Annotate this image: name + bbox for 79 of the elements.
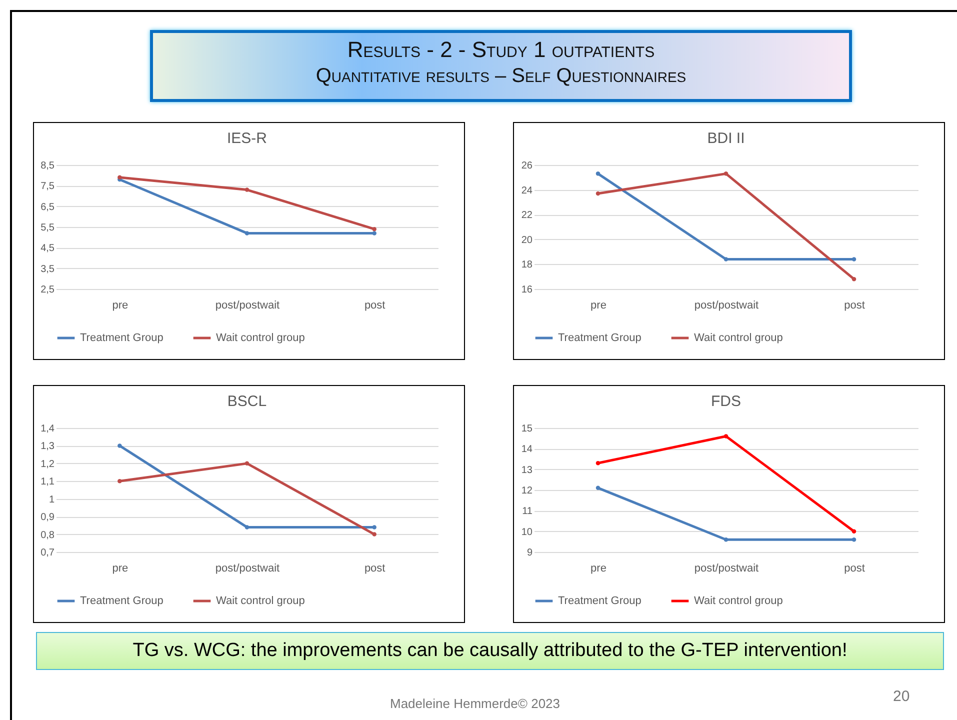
x-tick-label: post/postwait (215, 562, 280, 574)
text: Quantitative results – Self Questionnaires (314, 65, 688, 88)
x-tick-label: post (364, 562, 386, 574)
point (244, 525, 250, 530)
y-tick-label: 8,5 (40, 160, 55, 172)
y-tick-label: 3,5 (40, 264, 55, 275)
x-tick-label: post (364, 300, 386, 312)
y-tick-label: 4,5 (40, 243, 55, 254)
legend-label: Wait control group (216, 332, 305, 344)
text: 20 (893, 688, 910, 705)
y-tick-label: 5,5 (40, 222, 55, 234)
y-tick-label: 22 (521, 210, 533, 222)
y-tick-label: 13 (521, 464, 533, 476)
chart-title: BSCL (227, 393, 267, 410)
y-tick-label: 16 (521, 284, 533, 296)
text: TG vs. WCG: the improvements can be causally attributed to the G-TEP intervention! (36, 632, 944, 670)
y-tick-label: 12 (521, 486, 533, 496)
y-tick-label: 0,9 (40, 512, 55, 524)
point (244, 188, 250, 192)
y-tick-label: 1,2 (40, 458, 55, 470)
y-tick-label: 24 (521, 185, 533, 196)
chart-title: BDI II (707, 130, 745, 147)
y-tick-label: 7,5 (40, 181, 55, 192)
point (244, 231, 250, 236)
point (724, 537, 728, 542)
x-tick-label: post/postwait (694, 300, 759, 312)
y-tick-label: 1 (48, 494, 55, 506)
point (852, 257, 856, 262)
chart-title: FDS (711, 393, 741, 410)
legend-label: Wait control group (694, 595, 783, 607)
point (724, 172, 728, 176)
point (372, 226, 376, 232)
y-tick-label: 1,1 (40, 476, 55, 488)
point (118, 479, 122, 484)
point (724, 434, 728, 438)
legend-label: Treatment Group (558, 332, 642, 344)
point (372, 532, 376, 536)
y-tick-label: 26 (521, 160, 533, 172)
y-tick-label: 11 (522, 506, 533, 518)
x-tick-label: pre (112, 300, 128, 312)
point (852, 529, 856, 534)
legend-label: Treatment Group (558, 595, 642, 607)
x-tick-label: post (844, 562, 865, 574)
y-tick-label: 10 (521, 526, 533, 538)
y-tick-label: 1,3 (40, 441, 55, 452)
point (852, 537, 856, 542)
x-tick-label: post (844, 300, 865, 312)
y-tick-label: 15 (521, 424, 533, 434)
y-tick-label: 0,8 (40, 530, 55, 541)
point (244, 461, 250, 466)
y-tick-label: 1,4 (40, 424, 55, 434)
point (372, 525, 376, 530)
point (596, 191, 600, 196)
point (372, 231, 376, 236)
text: Results - 2 - Study 1 outpatients (346, 37, 656, 63)
x-tick-label: post/postwait (215, 300, 280, 312)
y-tick-label: 6,5 (40, 202, 55, 213)
text: Madeleine Hemmerde© 2023 (390, 696, 560, 711)
point (596, 461, 600, 466)
x-tick-label: pre (112, 562, 128, 574)
point (118, 444, 122, 448)
legend-label: Wait control group (216, 595, 305, 607)
x-tick-label: pre (590, 562, 606, 574)
point (852, 276, 856, 282)
x-tick-label: pre (590, 300, 606, 312)
legend-label: Treatment Group (80, 595, 164, 607)
y-tick-label: 20 (521, 234, 533, 246)
legend-label: Wait control group (694, 332, 783, 344)
y-tick-label: 14 (521, 444, 533, 456)
legend-label: Treatment Group (80, 332, 164, 344)
chart-title: IES-R (226, 130, 268, 147)
x-tick-label: post/postwait (694, 562, 759, 574)
point (596, 486, 600, 490)
y-tick-label: 2,5 (40, 284, 55, 296)
y-tick-label: 18 (521, 260, 533, 271)
point (596, 172, 600, 176)
y-tick-label: 0,7 (40, 548, 55, 558)
point (724, 257, 728, 262)
y-tick-label: 9 (526, 548, 533, 558)
